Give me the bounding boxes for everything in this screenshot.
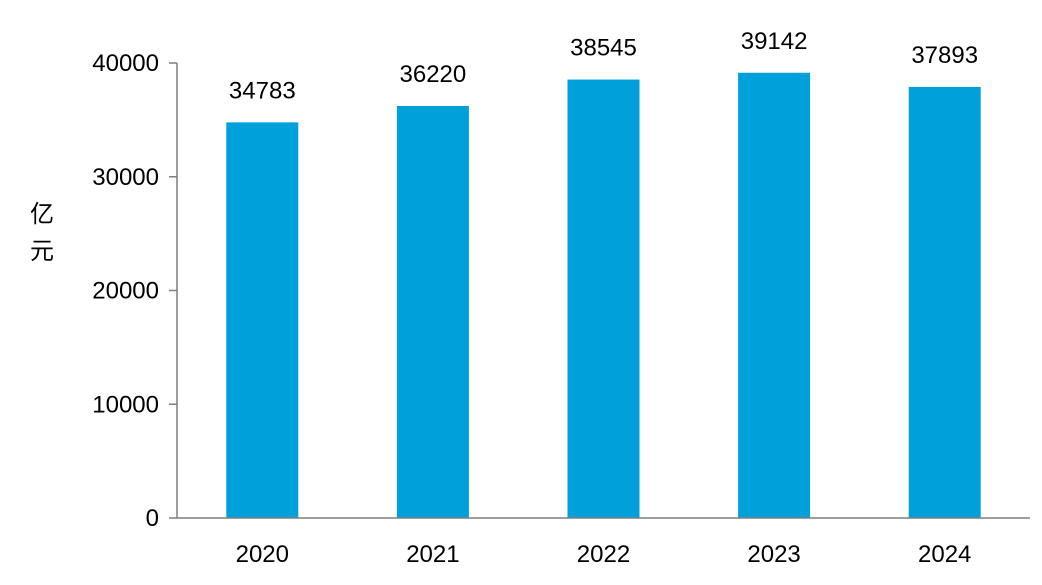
bar-data-label: 39142 xyxy=(741,28,808,55)
y-axis-title-char: 元 xyxy=(30,237,54,265)
bar-2023 xyxy=(738,72,811,518)
y-tick-label: 30000 xyxy=(92,164,159,191)
x-tick-label: 2023 xyxy=(747,541,800,568)
x-tick-label: 2021 xyxy=(406,541,459,568)
x-axis-ticks: 2020 2021 2022 2023 2024 xyxy=(236,541,972,568)
y-axis-title-char: 亿 xyxy=(30,200,54,228)
axes xyxy=(176,63,1030,519)
y-axis-ticks: 0 10000 20000 30000 40000 xyxy=(92,50,177,532)
bar-2022 xyxy=(567,79,640,518)
y-tick-label: 0 xyxy=(146,505,159,532)
y-tick-label: 10000 xyxy=(92,391,159,418)
bar-2020 xyxy=(226,122,299,518)
y-axis-title: 亿元 xyxy=(30,200,54,265)
y-tick-label: 40000 xyxy=(92,50,159,77)
x-tick-label: 2024 xyxy=(918,541,971,568)
y-tick-label: 20000 xyxy=(92,278,159,305)
bars: 34783 36220 38545 39142 37893 xyxy=(226,28,981,518)
bar-2024 xyxy=(908,86,981,518)
bar-2021 xyxy=(396,105,469,518)
x-tick-label: 2020 xyxy=(236,541,289,568)
bar-data-label: 36220 xyxy=(400,61,467,88)
bar-data-label: 34783 xyxy=(229,77,296,104)
bar-data-label: 38545 xyxy=(570,35,637,62)
x-tick-label: 2022 xyxy=(577,541,630,568)
bar-data-label: 37893 xyxy=(911,42,978,69)
